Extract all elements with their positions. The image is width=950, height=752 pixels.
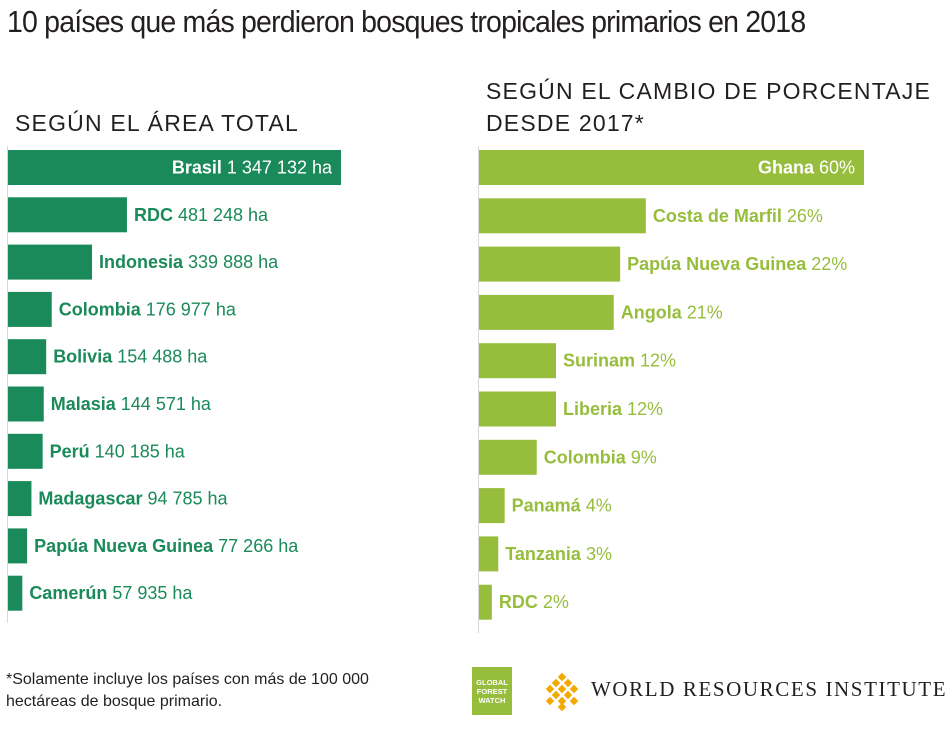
bar-label: RDC 481 248 ha	[134, 205, 269, 225]
bar-label: Camerún 57 935 ha	[29, 583, 193, 603]
bar	[8, 244, 93, 280]
category-label: Malasia	[51, 394, 121, 414]
value-label: 12%	[627, 399, 663, 419]
category-label: Papúa Nueva Guinea	[627, 254, 811, 274]
bar	[8, 433, 43, 469]
bar	[479, 246, 621, 282]
value-label: 3%	[586, 544, 612, 564]
bar-label: Papúa Nueva Guinea 77 266 ha	[34, 536, 299, 556]
category-label: Brasil	[172, 158, 227, 178]
chart-area-total: Brasil 1 347 132 ha RDC 481 248 ha Indones…	[7, 146, 341, 623]
value-label: 1 347 132 ha	[227, 158, 333, 178]
gfw-logo: GLOBAL FOREST WATCH	[472, 667, 512, 715]
right-chart-title-line: SEGÚN EL CAMBIO DE PORCENTAJE	[486, 78, 932, 104]
gfw-logo-line: FOREST	[476, 686, 508, 696]
bar	[479, 294, 614, 330]
bar-label: Tanzania 3%	[505, 544, 612, 564]
category-label: RDC	[499, 592, 543, 612]
bar	[8, 150, 341, 185]
category-label: Costa de Marfil	[653, 206, 787, 226]
wri-logo-text: WORLD RESOURCES INSTITUTE	[591, 677, 948, 701]
value-label: 144 571 ha	[121, 394, 212, 414]
category-label: Perú	[50, 441, 95, 461]
bar	[8, 386, 44, 422]
bar-label: Colombia 176 977 ha	[59, 299, 237, 319]
bar	[479, 439, 537, 475]
value-label: 4%	[586, 496, 612, 516]
category-label: Angola	[621, 302, 687, 322]
value-label: 21%	[687, 302, 723, 322]
value-label: 57 935 ha	[112, 583, 193, 603]
bar-label: Indonesia 339 888 ha	[99, 252, 279, 272]
bar	[479, 391, 556, 427]
bar-label: Brasil 1 347 132 ha	[172, 158, 333, 178]
bar-label: Angola 21%	[621, 302, 723, 322]
bar-label: Bolivia 154 488 ha	[53, 347, 208, 367]
bar	[8, 528, 28, 564]
category-label: Camerún	[29, 583, 112, 603]
category-label: Bolivia	[53, 347, 117, 367]
bar-label: Surinam 12%	[563, 351, 676, 371]
category-label: Colombia	[544, 447, 631, 467]
footnote: *Solamente incluye los países con más de…	[6, 671, 369, 710]
category-label: Surinam	[563, 351, 640, 371]
value-label: 9%	[631, 447, 657, 467]
category-label: Madagascar	[38, 489, 147, 509]
value-label: 12%	[640, 351, 676, 371]
category-label: RDC	[134, 205, 178, 225]
bar	[479, 198, 646, 234]
bar	[8, 197, 127, 233]
right-chart-title: SEGÚN EL CAMBIO DE PORCENTAJE DESDE 2017*	[486, 75, 931, 139]
bar-label: RDC 2%	[499, 592, 569, 612]
bar	[479, 488, 505, 524]
page-title: 10 países que más perdieron bosques trop…	[7, 4, 806, 39]
value-label: 154 488 ha	[117, 347, 208, 367]
category-label: Colombia	[59, 299, 146, 319]
value-label: 176 977 ha	[146, 299, 237, 319]
value-label: 22%	[811, 254, 847, 274]
bar-label: Papúa Nueva Guinea 22%	[627, 254, 847, 274]
wri-knot-icon	[545, 672, 579, 712]
bar	[8, 481, 32, 517]
left-chart-title: SEGÚN EL ÁREA TOTAL	[15, 110, 299, 136]
category-label: Tanzania	[505, 544, 586, 564]
bar	[8, 339, 47, 375]
value-label: 481 248 ha	[178, 205, 269, 225]
bar-label: Ghana 60%	[758, 158, 855, 178]
value-label: 2%	[543, 592, 569, 612]
category-label: Liberia	[563, 399, 627, 419]
bar-label: Malasia 144 571 ha	[51, 394, 212, 414]
bar	[479, 536, 499, 572]
value-label: 60%	[819, 158, 855, 178]
gfw-logo-line: WATCH	[478, 695, 506, 705]
category-label: Papúa Nueva Guinea	[34, 536, 218, 556]
value-label: 77 266 ha	[218, 536, 299, 556]
bar-label: Costa de Marfil 26%	[653, 206, 823, 226]
bar	[8, 291, 52, 327]
value-label: 339 888 ha	[188, 252, 279, 272]
value-label: 140 185 ha	[95, 441, 186, 461]
category-label: Indonesia	[99, 252, 188, 272]
bar-label: Colombia 9%	[544, 447, 657, 467]
value-label: 26%	[787, 206, 823, 226]
chart-percent-change: Ghana 60% Costa de Marfil 26% Papúa Nueva …	[478, 146, 864, 633]
gfw-logo-line: GLOBAL	[476, 677, 508, 687]
bar-label: Perú 140 185 ha	[50, 441, 186, 461]
category-label: Ghana	[758, 158, 819, 178]
bar	[479, 584, 492, 620]
bar	[479, 150, 864, 185]
bar-label: Liberia 12%	[563, 399, 663, 419]
right-chart-title-line: DESDE 2017*	[486, 110, 645, 136]
bar	[8, 575, 23, 611]
bar-label: Panamá 4%	[512, 496, 612, 516]
category-label: Panamá	[512, 496, 586, 516]
bar-label: Madagascar 94 785 ha	[38, 489, 228, 509]
bar	[479, 343, 556, 379]
value-label: 94 785 ha	[147, 489, 228, 509]
